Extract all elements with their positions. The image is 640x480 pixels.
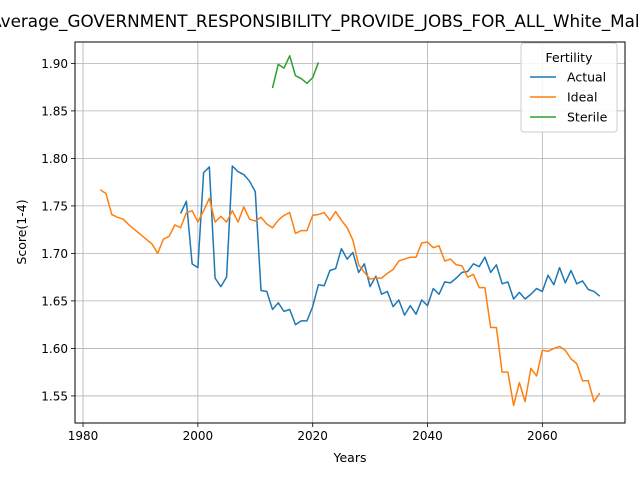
y-tick-label: 1.60 [41,342,68,356]
series-line-actual [179,165,601,326]
y-tick-label: 1.55 [41,389,68,403]
y-tick-label: 1.80 [41,152,68,166]
x-tick-label: 2000 [183,429,214,443]
series-line-ideal [99,189,601,407]
legend-label-ideal: Ideal [567,90,597,105]
x-axis-ticks: 1980 2000 2020 2040 2060 [68,423,558,443]
y-tick-label: 1.65 [41,294,68,308]
x-axis-label: Years [333,450,367,465]
y-tick-label: 1.90 [41,57,68,71]
legend-title: Fertility [546,50,594,65]
chart-title: Average_GOVERNMENT_RESPONSIBILITY_PROVID… [0,11,640,32]
x-tick-label: 2020 [297,429,328,443]
grid-lines [75,42,625,423]
legend-label-actual: Actual [567,70,606,85]
series-line-sterile [271,55,320,89]
legend: Fertility Actual Ideal Sterile [520,42,618,133]
y-axis-label: Score(1-4) [14,199,29,264]
y-tick-label: 1.75 [41,199,68,213]
y-axis-ticks: 1.55 1.60 1.65 1.70 1.75 1.80 1.85 1.90 [41,57,75,403]
legend-items: Actual Ideal Sterile [530,70,608,125]
series-lines [99,55,601,407]
legend-label-sterile: Sterile [567,110,608,125]
legend-box [520,42,618,133]
x-tick-label: 2060 [527,429,558,443]
x-tick-label: 2040 [412,429,443,443]
plot-area-frame [74,41,626,424]
y-tick-label: 1.70 [41,247,68,261]
y-tick-label: 1.85 [41,104,68,118]
x-tick-label: 1980 [68,429,99,443]
